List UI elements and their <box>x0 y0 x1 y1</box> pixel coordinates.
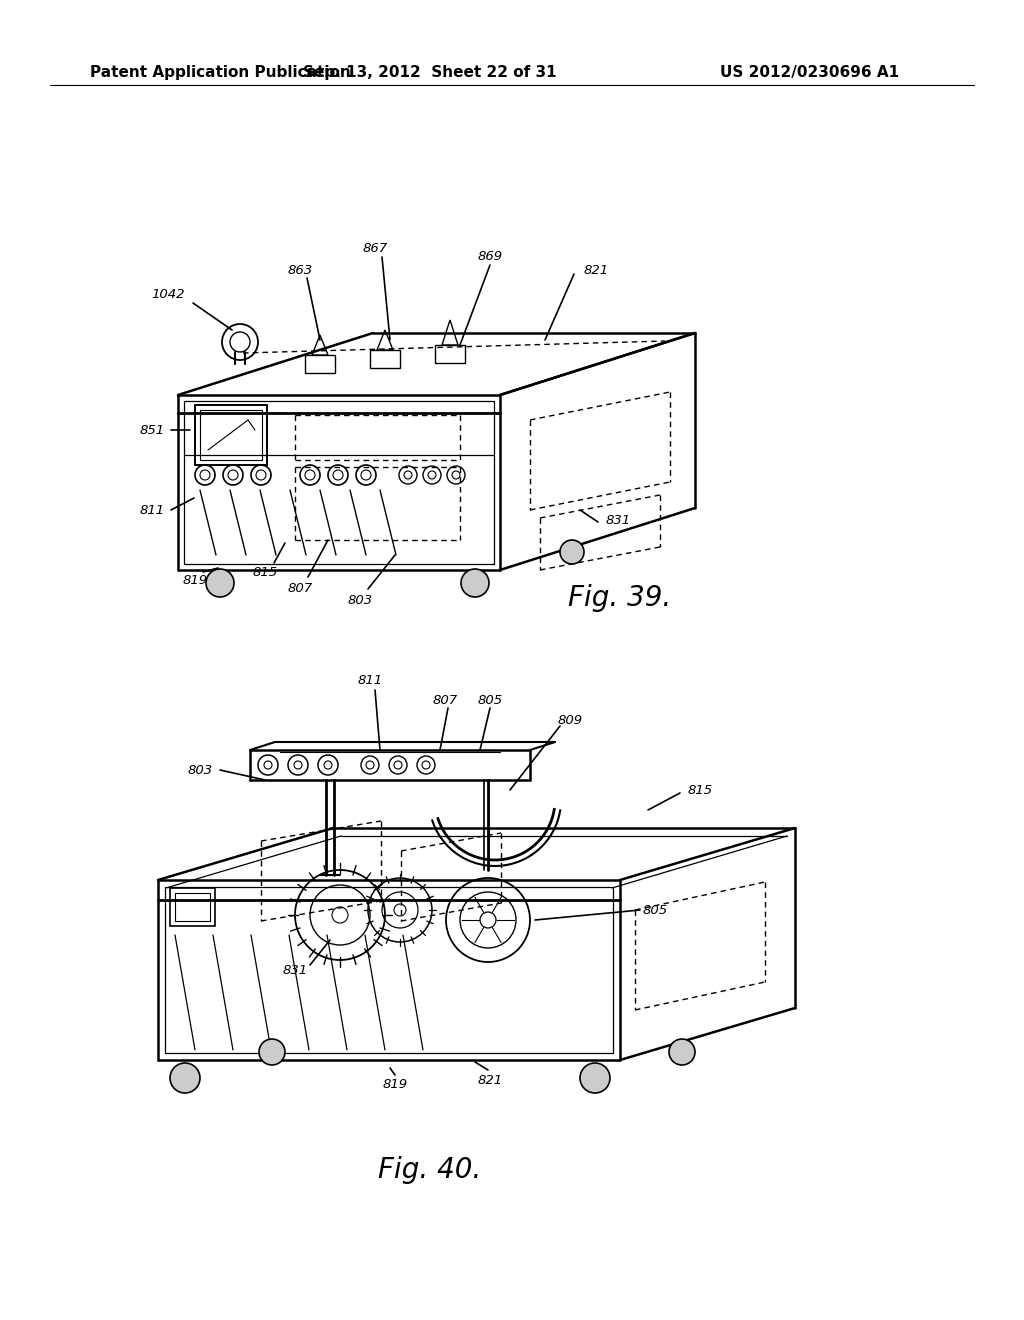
Bar <box>435 345 465 363</box>
Text: 863: 863 <box>288 264 312 276</box>
Circle shape <box>560 540 584 564</box>
Bar <box>175 894 210 921</box>
Text: 867: 867 <box>362 242 387 255</box>
Text: 803: 803 <box>347 594 373 606</box>
Text: 831: 831 <box>605 513 631 527</box>
Text: Sep. 13, 2012  Sheet 22 of 31: Sep. 13, 2012 Sheet 22 of 31 <box>303 65 557 79</box>
Text: 803: 803 <box>187 763 213 776</box>
Text: US 2012/0230696 A1: US 2012/0230696 A1 <box>720 65 899 79</box>
Circle shape <box>259 1039 285 1065</box>
Text: 1042: 1042 <box>152 289 184 301</box>
Circle shape <box>461 569 489 597</box>
Text: 809: 809 <box>557 714 583 726</box>
Text: 805: 805 <box>477 693 503 706</box>
Text: 869: 869 <box>477 249 503 263</box>
Text: 807: 807 <box>432 693 458 706</box>
Text: 815: 815 <box>253 565 278 578</box>
Text: 821: 821 <box>584 264 608 276</box>
Circle shape <box>206 569 234 597</box>
Bar <box>200 411 262 459</box>
Bar <box>305 355 335 374</box>
Bar <box>370 350 400 368</box>
Text: 811: 811 <box>139 503 165 516</box>
Circle shape <box>669 1039 695 1065</box>
Text: 815: 815 <box>687 784 713 796</box>
Text: 821: 821 <box>477 1073 503 1086</box>
Text: 831: 831 <box>283 964 307 977</box>
Circle shape <box>580 1063 610 1093</box>
Text: Fig. 40.: Fig. 40. <box>379 1156 481 1184</box>
Text: 819: 819 <box>182 573 208 586</box>
Text: 807: 807 <box>288 582 312 594</box>
Bar <box>170 888 215 927</box>
Text: Fig. 39.: Fig. 39. <box>568 583 672 612</box>
Bar <box>195 405 267 465</box>
Text: 805: 805 <box>642 903 668 916</box>
Text: 851: 851 <box>139 424 165 437</box>
Text: Patent Application Publication: Patent Application Publication <box>90 65 351 79</box>
Circle shape <box>170 1063 200 1093</box>
Text: 811: 811 <box>357 673 383 686</box>
Text: 819: 819 <box>382 1078 408 1092</box>
